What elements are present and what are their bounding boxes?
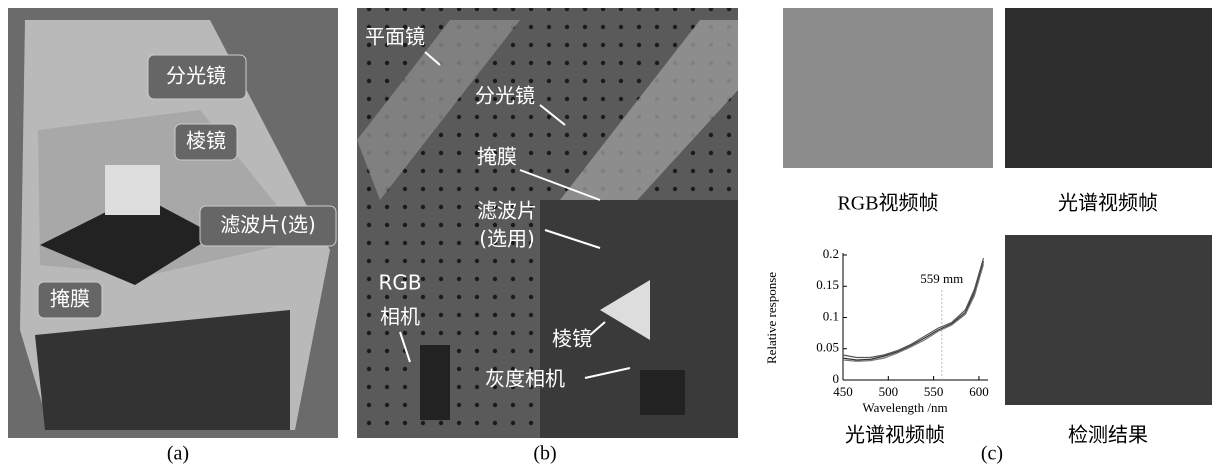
caption: (b) <box>533 443 556 465</box>
y-tick-label: 0.05 <box>816 340 839 355</box>
image <box>1005 8 1212 168</box>
label: 棱镜 <box>552 327 592 351</box>
label: 分光镜 <box>166 64 226 88</box>
caption: RGB视频帧 <box>837 192 938 215</box>
caption: 光谱视频帧 <box>1058 192 1158 215</box>
y-tick-label: 0.1 <box>823 308 839 323</box>
label: 滤波片 <box>477 199 537 223</box>
label: 滤波片(选) <box>220 213 316 237</box>
figure: 分光镜 棱镜 滤波片(选) 掩膜 (a) 平面镜 分光镜 掩膜 滤波片 (选用)… <box>0 0 1218 468</box>
y-axis-label: Relative response <box>764 272 779 364</box>
x-tick-label: 500 <box>879 384 899 399</box>
x-tick-label: 550 <box>924 384 944 399</box>
label: 分光镜 <box>475 84 535 108</box>
caption: 检测结果 <box>1068 424 1148 447</box>
label: 棱镜 <box>186 129 226 153</box>
chart-title: 光谱视频帧 <box>845 424 945 447</box>
x-tick-label: 600 <box>969 384 989 399</box>
label: 掩膜 <box>50 287 90 311</box>
label: 平面镜 <box>365 25 425 49</box>
caption: (a) <box>167 443 189 465</box>
x-axis-label: Wavelength /nm <box>862 400 947 415</box>
y-tick-label: 0.2 <box>823 246 839 261</box>
label: 相机 <box>380 305 420 329</box>
y-tick-label: 0.15 <box>816 277 839 292</box>
caption: (c) <box>981 443 1003 465</box>
image <box>1005 235 1212 405</box>
annotation: 559 mm <box>920 271 963 286</box>
label: RGB <box>378 271 421 295</box>
label: 灰度相机 <box>485 367 565 391</box>
label: 掩膜 <box>477 145 517 169</box>
label: (选用) <box>479 227 535 251</box>
x-tick-label: 450 <box>833 384 853 399</box>
image <box>783 8 993 168</box>
